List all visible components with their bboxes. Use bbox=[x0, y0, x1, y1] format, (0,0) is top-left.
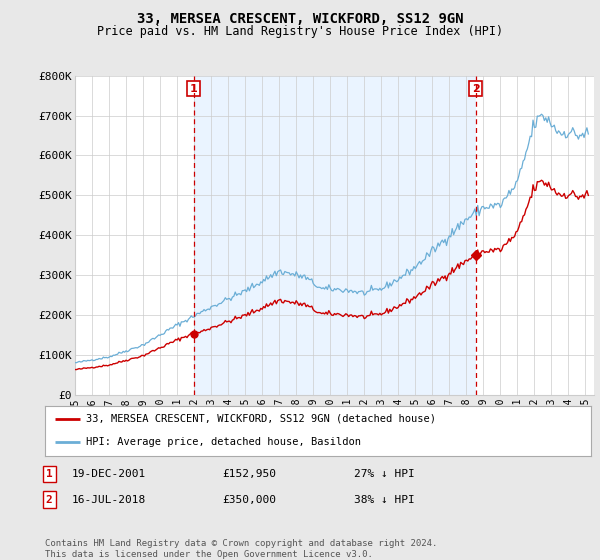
Text: 27% ↓ HPI: 27% ↓ HPI bbox=[354, 469, 415, 479]
Text: Contains HM Land Registry data © Crown copyright and database right 2024.
This d: Contains HM Land Registry data © Crown c… bbox=[45, 539, 437, 559]
Text: HPI: Average price, detached house, Basildon: HPI: Average price, detached house, Basi… bbox=[86, 437, 361, 447]
Text: 1: 1 bbox=[46, 469, 53, 479]
Text: 2: 2 bbox=[472, 83, 479, 94]
Text: £350,000: £350,000 bbox=[222, 494, 276, 505]
Text: 1: 1 bbox=[190, 83, 197, 94]
Text: 2: 2 bbox=[46, 494, 53, 505]
Text: 19-DEC-2001: 19-DEC-2001 bbox=[72, 469, 146, 479]
Text: 33, MERSEA CRESCENT, WICKFORD, SS12 9GN (detached house): 33, MERSEA CRESCENT, WICKFORD, SS12 9GN … bbox=[86, 414, 436, 423]
Text: 16-JUL-2018: 16-JUL-2018 bbox=[72, 494, 146, 505]
Text: Price paid vs. HM Land Registry's House Price Index (HPI): Price paid vs. HM Land Registry's House … bbox=[97, 25, 503, 38]
Bar bbox=[194, 76, 476, 395]
Text: 38% ↓ HPI: 38% ↓ HPI bbox=[354, 494, 415, 505]
Text: 33, MERSEA CRESCENT, WICKFORD, SS12 9GN: 33, MERSEA CRESCENT, WICKFORD, SS12 9GN bbox=[137, 12, 463, 26]
Text: £152,950: £152,950 bbox=[222, 469, 276, 479]
